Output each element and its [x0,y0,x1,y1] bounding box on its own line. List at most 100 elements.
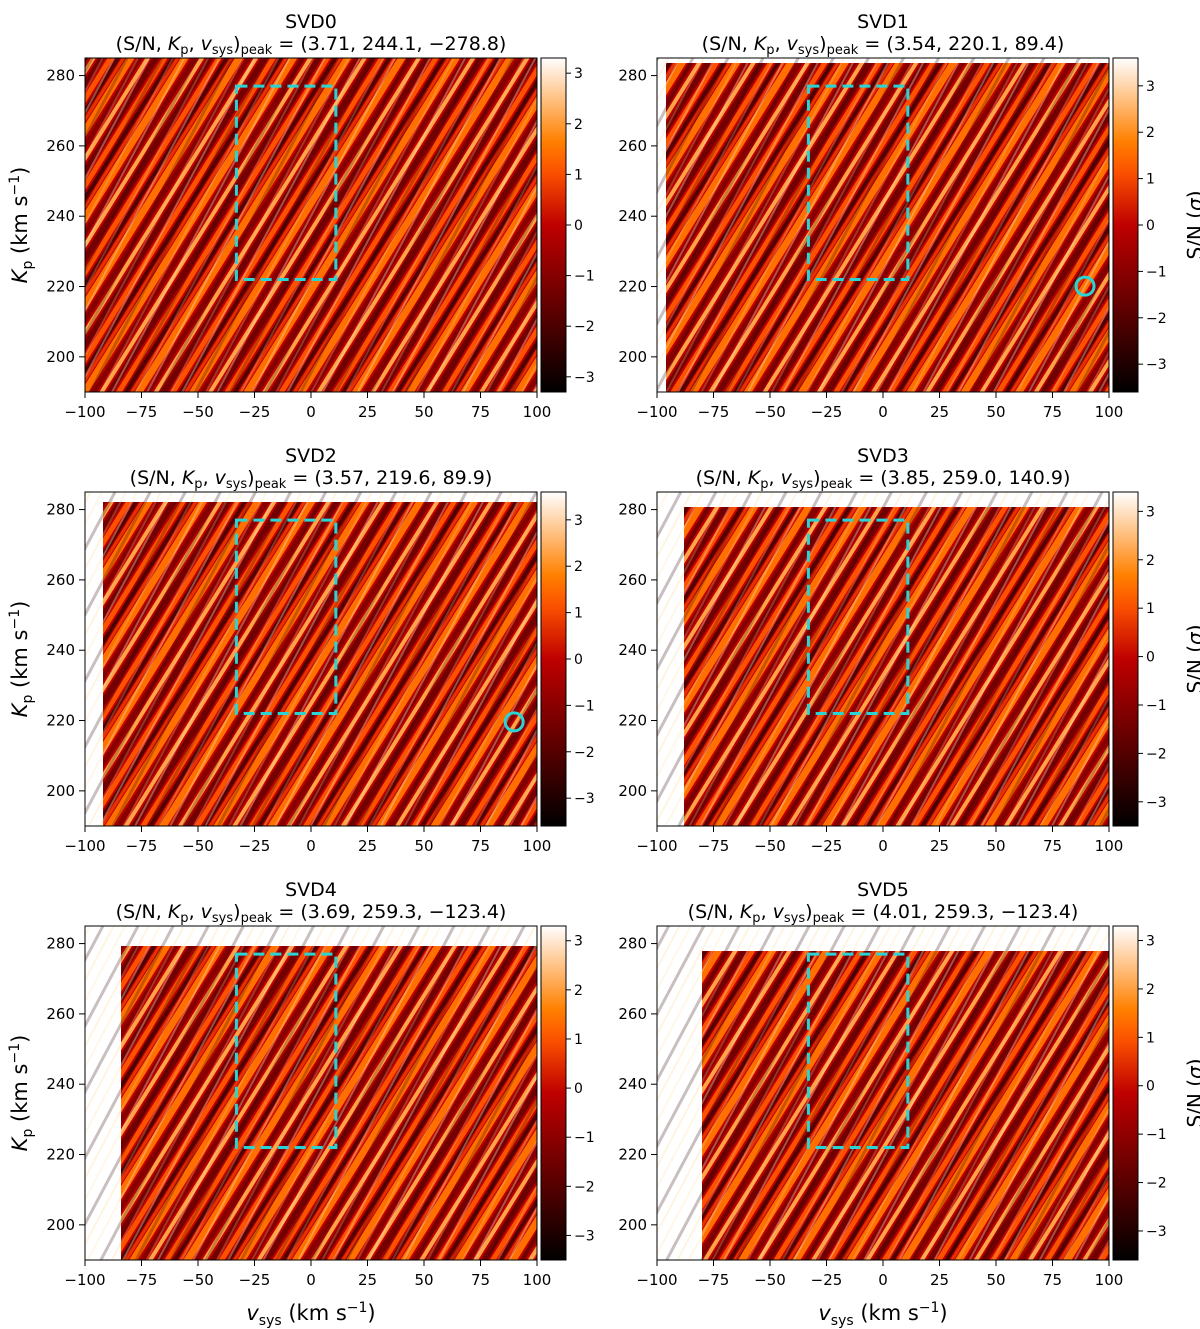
y-tick-label: 220 [618,1146,647,1164]
x-tick-label: 50 [986,1271,1005,1289]
colorbar-tick-label: −3 [574,370,595,386]
x-tick-label: 25 [358,403,377,421]
colorbar-tick-label: −2 [574,1179,595,1195]
colorbar-tick-label: 1 [574,1032,583,1048]
colorbar-tick-label: 1 [1146,601,1155,617]
x-tick-label: −75 [126,1271,158,1289]
colorbar-tick-label: 2 [1146,982,1155,998]
x-tick-label: 100 [523,403,552,421]
colorbar-tick-label: 0 [1146,650,1155,666]
colorbar-tick-label: 2 [574,983,583,999]
x-tick-label: −50 [182,403,214,421]
x-tick-label: −50 [754,1271,786,1289]
peak-subtitle: (S/N, Kp, vsys)peak = (3.71, 244.1, −278… [116,33,507,58]
y-axis-label: Kp (km s−1) [7,167,36,284]
x-tick-label: 75 [1043,1271,1062,1289]
panel-title: SVD4 [285,879,337,901]
panel-svd5: SVD5(S/N, Kp, vsys)peak = (4.01, 259.3, … [618,879,1200,1329]
x-tick-label: −100 [636,1271,677,1289]
colorbar-tick-label: 3 [574,934,583,950]
colorbar-tick-label: 0 [1146,218,1155,234]
colorbar-tick-label: −2 [574,319,595,335]
x-tick-label: −100 [64,837,105,855]
x-tick-label: −25 [239,403,271,421]
x-tick-label: 0 [878,1271,888,1289]
panel-svd4: SVD4(S/N, Kp, vsys)peak = (3.69, 259.3, … [7,879,595,1329]
colorbar-tick-label: −3 [574,1228,595,1244]
y-tick-label: 200 [618,782,647,800]
x-axis-label: vsys (km s−1) [818,1300,947,1329]
colorbar-tick-label: 2 [574,117,583,133]
x-tick-label: −25 [811,403,843,421]
colorbar-tick-label: 3 [574,66,583,82]
y-tick-label: 220 [618,712,647,730]
colorbar-tick-label: 2 [1146,553,1155,569]
colorbar-tick-label: −2 [1146,311,1167,327]
panel-title: SVD3 [857,445,909,467]
y-tick-label: 200 [46,1216,75,1234]
y-tick-label: 280 [618,67,647,85]
x-tick-label: 50 [986,403,1005,421]
colorbar-tick-label: 0 [574,652,583,668]
panel-title: SVD2 [285,445,337,467]
search-region-box [806,84,910,281]
x-tick-label: −75 [126,403,158,421]
heatmap-image [657,58,1109,392]
colorbar-tick-label: 1 [1146,172,1155,188]
y-tick-label: 260 [618,571,647,589]
x-tick-label: 50 [414,837,433,855]
x-tick-label: −25 [239,837,271,855]
y-tick-label: 280 [618,501,647,519]
x-tick-label: 25 [930,1271,949,1289]
y-axis-label: Kp (km s−1) [7,1035,36,1152]
colorbar [540,57,567,393]
colorbar-tick-label: 1 [574,167,583,183]
x-tick-label: −50 [182,837,214,855]
panel-svd1: SVD1(S/N, Kp, vsys)peak = (3.54, 220.1, … [618,11,1200,421]
y-tick-label: 240 [46,207,75,225]
colorbar-label: S/N (σ) [1183,624,1200,693]
colorbar-tick-label: 0 [574,1081,583,1097]
x-tick-label: −100 [636,403,677,421]
x-tick-label: −25 [811,837,843,855]
y-tick-label: 240 [618,641,647,659]
y-tick-label: 200 [46,782,75,800]
x-tick-label: 75 [1043,403,1062,421]
colorbar-tick-label: 1 [574,606,583,622]
x-tick-label: 100 [523,1271,552,1289]
y-tick-label: 260 [618,1005,647,1023]
y-tick-label: 280 [46,935,75,953]
x-tick-label: 0 [306,1271,316,1289]
x-tick-label: 0 [306,403,316,421]
colorbar-tick-label: 3 [1146,934,1155,950]
y-tick-label: 220 [46,278,75,296]
colorbar-tick-label: 2 [1146,125,1155,141]
x-tick-label: 100 [1095,403,1124,421]
colorbar-tick-label: −1 [1146,1127,1167,1143]
x-tick-label: 75 [471,403,490,421]
y-tick-label: 220 [618,278,647,296]
heatmap-image [85,926,537,1260]
colorbar-tick-label: 0 [1146,1079,1155,1095]
panel-svd0: SVD0(S/N, Kp, vsys)peak = (3.71, 244.1, … [7,11,595,421]
y-tick-label: 240 [46,641,75,659]
y-tick-label: 260 [46,137,75,155]
y-axis-label: Kp (km s−1) [7,601,36,718]
y-tick-label: 240 [618,207,647,225]
x-tick-label: −100 [64,403,105,421]
colorbar [1112,491,1139,827]
x-tick-label: 25 [358,1271,377,1289]
y-tick-label: 280 [618,935,647,953]
colorbar-tick-label: 0 [574,218,583,234]
panel-title: SVD5 [857,879,909,901]
x-tick-label: 100 [1095,1271,1124,1289]
colorbar-tick-label: −2 [574,745,595,761]
colorbar-tick-label: −1 [574,269,595,285]
colorbar [540,491,567,827]
colorbar-tick-label: −2 [1146,1176,1167,1192]
x-tick-label: −25 [239,1271,271,1289]
search-region-box [234,518,338,715]
x-tick-label: −25 [811,1271,843,1289]
colorbar-tick-label: −1 [574,1130,595,1146]
